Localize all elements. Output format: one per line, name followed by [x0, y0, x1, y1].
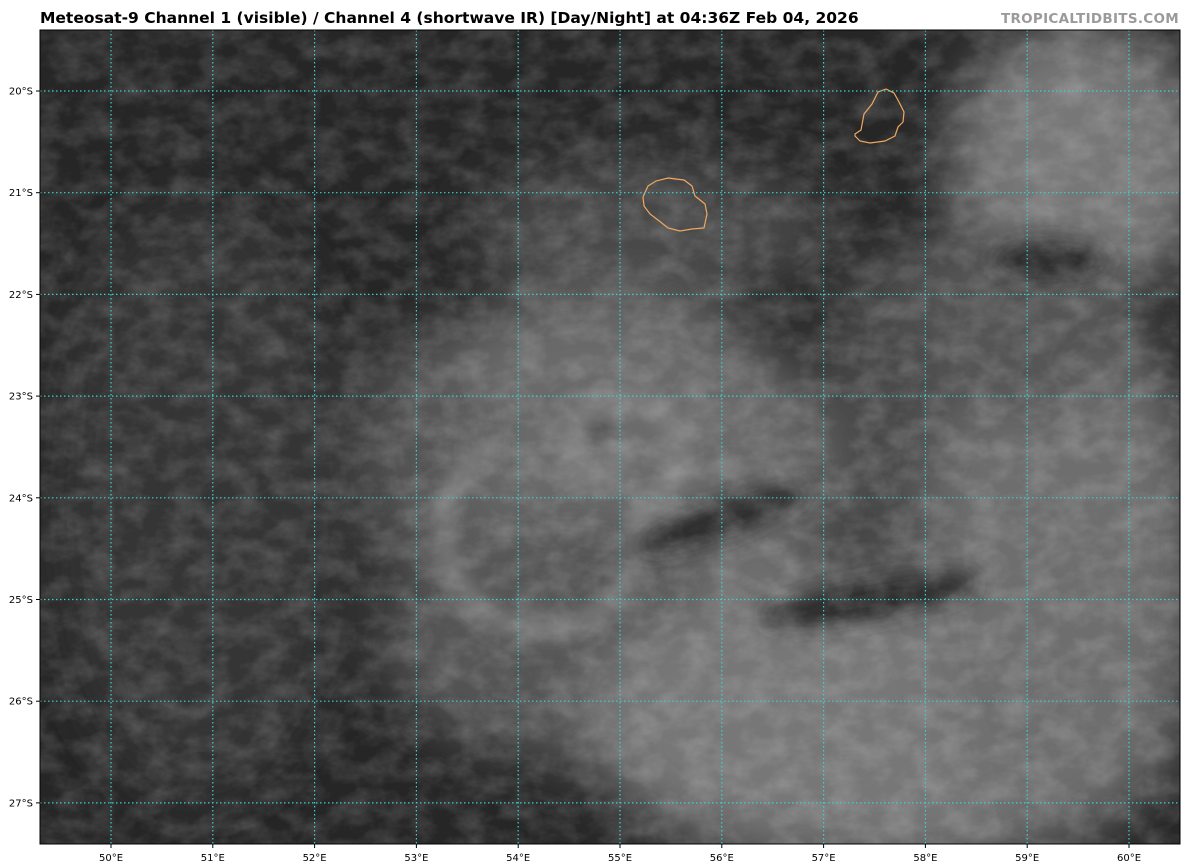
longitude-label: 50°E — [99, 853, 123, 864]
latitude-label: 26°S — [9, 697, 33, 708]
map-frame — [39, 29, 1181, 845]
longitude-label: 53°E — [404, 853, 428, 864]
satellite-imagery — [40, 30, 1180, 844]
latitude-label: 22°S — [9, 290, 33, 301]
longitude-label: 57°E — [812, 853, 836, 864]
latitude-label: 27°S — [9, 798, 33, 809]
longitude-label: 58°E — [913, 853, 937, 864]
mauritius-coastline — [854, 88, 905, 144]
latitude-label: 25°S — [9, 595, 33, 606]
longitude-label: 60°E — [1117, 853, 1141, 864]
latitude-label: 20°S — [9, 87, 33, 98]
watermark: TROPICALTIDBITS.COM — [1000, 11, 1179, 27]
longitude-label: 59°E — [1015, 853, 1039, 864]
latitude-label: 24°S — [9, 493, 33, 504]
longitude-label: 54°E — [506, 853, 530, 864]
latitude-label: 21°S — [9, 188, 33, 199]
longitude-label: 55°E — [608, 853, 632, 864]
longitude-label: 56°E — [710, 853, 734, 864]
map-title: Meteosat-9 Channel 1 (visible) / Channel… — [40, 9, 859, 27]
latitude-label: 23°S — [9, 392, 33, 403]
axis-ticks: 50°E 51°E 52°E 53°E 54°E 55°E 56°E 57°E 58°E 59°E… — [9, 87, 1141, 865]
longitude-label: 52°E — [303, 853, 327, 864]
longitude-label: 51°E — [201, 853, 225, 864]
reunion-coastline — [642, 177, 708, 232]
